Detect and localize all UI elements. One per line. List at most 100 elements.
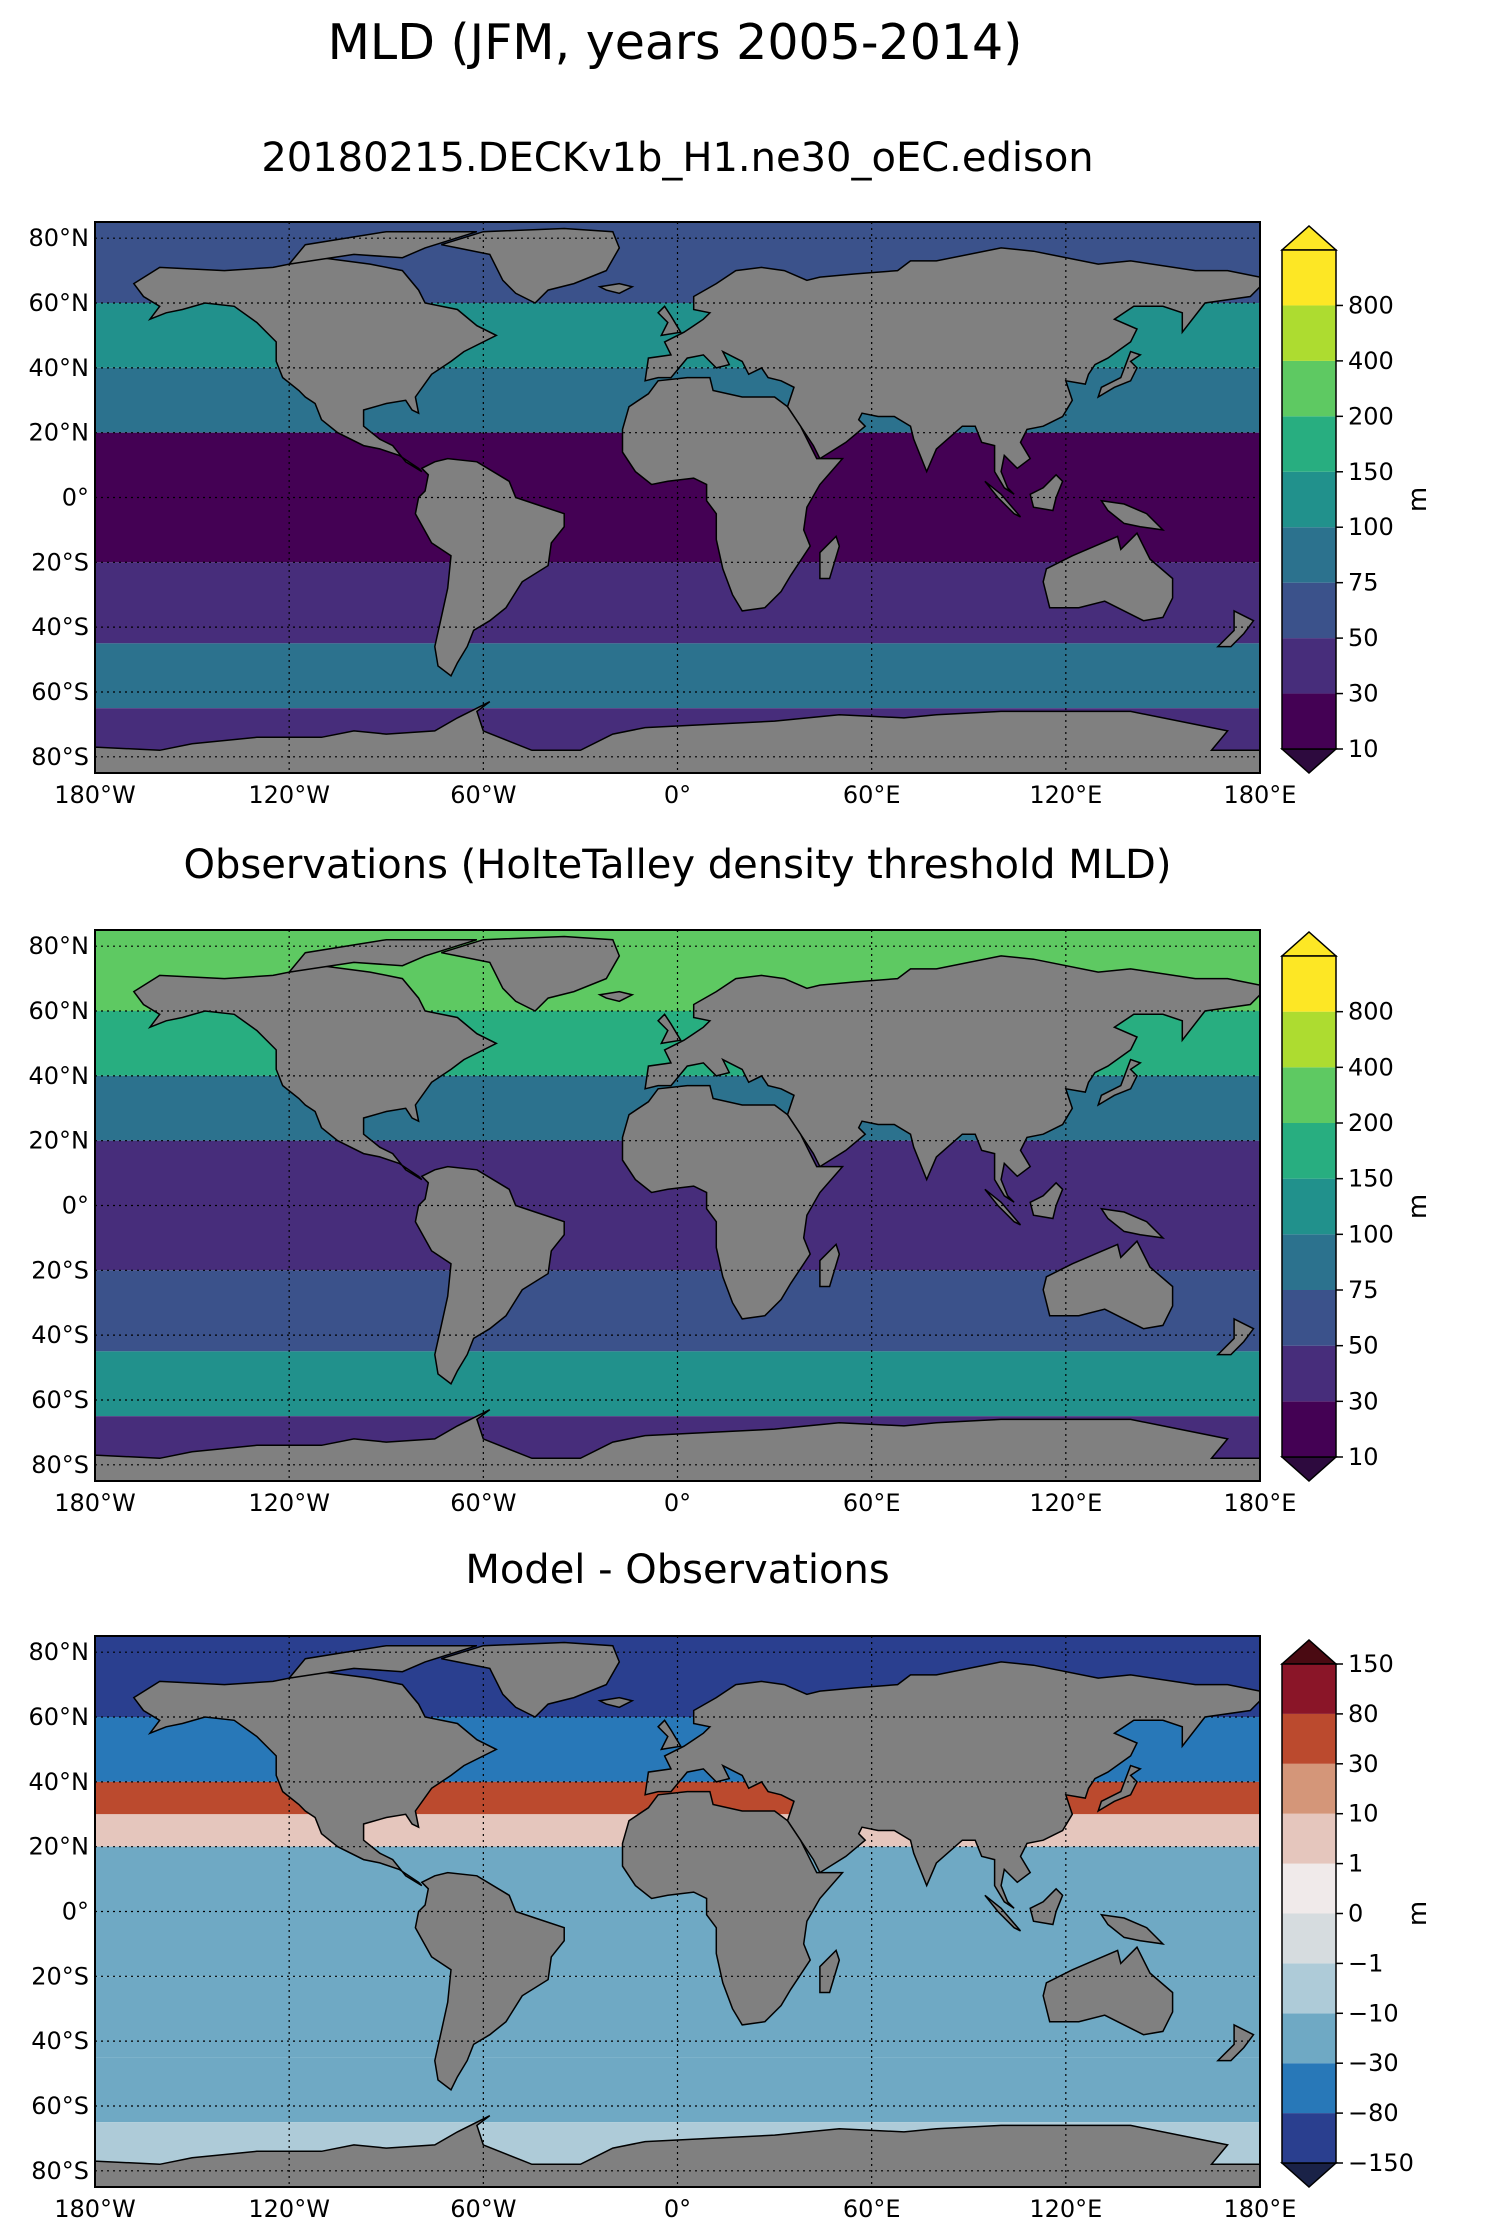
map-area: [95, 1636, 1260, 2187]
y-tick-label: 60°N: [29, 1703, 90, 1731]
x-tick-label: 180°E: [1224, 2195, 1297, 2223]
colorbar-swatch: [1282, 956, 1336, 1012]
x-tick-label: 120°E: [1029, 1489, 1102, 1517]
antarctica-landmass: [95, 2115, 1260, 2187]
panel-2-title: Observations (HolteTalley density thresh…: [183, 842, 1172, 888]
x-tick-label: 180°W: [54, 2195, 136, 2223]
colorbar-tick-label: 10: [1348, 735, 1379, 763]
iceland-landmass: [597, 1696, 635, 1709]
colorbar-swatch: [1282, 527, 1336, 583]
japan-landmass: [1096, 1058, 1142, 1107]
y-tick-label: 0°: [62, 1898, 89, 1926]
colorbar-tick-label: −150: [1348, 2149, 1414, 2177]
madagascar-landmass: [819, 1243, 841, 1288]
colorbar-swatch: [1282, 250, 1336, 306]
greenland-landmass: [441, 1641, 621, 1718]
south-america-landmass: [414, 457, 565, 677]
colorbar-tick-label: −10: [1348, 1999, 1399, 2027]
colorbar-tick-label: 50: [1348, 1332, 1379, 1360]
japan-landmass: [1096, 1764, 1142, 1813]
y-tick-label: 60°N: [29, 997, 90, 1025]
colorbar-label: m: [1403, 487, 1433, 512]
britain-landmass: [657, 1719, 682, 1751]
antarctica-landmass: [95, 1409, 1260, 1481]
panel-1-title: 20180215.DECKv1b_H1.ne30_oEC.edison: [261, 135, 1094, 181]
colorbar-tick-label: 100: [1348, 1220, 1394, 1248]
y-tick-label: 20°N: [29, 1833, 90, 1861]
colorbar-swatch: [1282, 1123, 1336, 1179]
y-tick-label: 20°S: [31, 548, 89, 576]
map-panel-1: 180°W 120°W 60°W 0° 60°E 120°E 180°E 80°N 60°N 40…: [29, 221, 1433, 809]
colorbar-swatch: [1282, 1713, 1336, 1764]
africa-landmass: [621, 1790, 845, 2026]
y-tick-label: 60°N: [29, 289, 90, 317]
colorbar-swatch: [1282, 1178, 1336, 1235]
colorbar-tick-label: 10: [1348, 1443, 1379, 1471]
y-tick-label: 40°N: [29, 354, 90, 382]
britain-landmass: [657, 1013, 682, 1045]
north-america-landmass: [132, 964, 498, 1181]
britain-landmass: [657, 305, 682, 337]
colorbar-tick-label: 50: [1348, 624, 1379, 652]
colorbar-tick-label: −1: [1348, 1949, 1383, 1977]
colorbar-swatch: [1282, 416, 1336, 472]
map-frame: [94, 1635, 1261, 2188]
australia-landmass: [1042, 531, 1174, 622]
y-tick-label: 40°S: [31, 2027, 89, 2055]
colorbar-swatch: [1282, 1067, 1336, 1123]
y-tick-label: 60°S: [31, 1386, 89, 1414]
x-tick-label: 60°W: [450, 781, 516, 809]
new-zealand-landmass: [1216, 2023, 1255, 2062]
colorbar-tick-label: 10: [1348, 1800, 1379, 1828]
greenland-landmass: [441, 227, 621, 304]
colorbar-extend-max: [1280, 224, 1338, 251]
sumatra-landmass: [984, 480, 1022, 518]
x-tick-label: 0°: [664, 781, 691, 809]
map-panel-2: 180°W 120°W 60°W 0° 60°E 120°E 180°E 80°N 60°N 40…: [29, 929, 1433, 1517]
colorbar-swatch: [1282, 1813, 1336, 1864]
sumatra-landmass: [984, 1894, 1022, 1932]
panel-3-title: Model - Observations: [465, 1547, 890, 1593]
y-tick-label: 60°S: [31, 2092, 89, 2120]
colorbar-swatch: [1282, 1913, 1336, 1964]
new-zealand-landmass: [1216, 609, 1255, 648]
sumatra-landmass: [984, 1188, 1022, 1226]
colorbar-swatch: [1282, 1011, 1336, 1068]
colorbar-tick-label: 800: [1348, 291, 1394, 319]
colorbar-tick-label: 80: [1348, 1700, 1379, 1728]
y-tick-label: 0°: [62, 1192, 89, 1220]
y-tick-label: 20°S: [31, 1256, 89, 1284]
map-frame: [94, 929, 1261, 1482]
map-frame: [94, 221, 1261, 774]
colorbar-tick-label: 400: [1348, 1053, 1394, 1081]
colorbar-swatch: [1282, 1401, 1336, 1457]
colorbar-extend-min: [1280, 1456, 1338, 1483]
x-tick-label: 60°E: [843, 1489, 901, 1517]
colorbar-swatch: [1282, 2113, 1336, 2163]
colorbar-swatch: [1282, 1963, 1336, 2014]
colorbar-label: m: [1403, 1901, 1433, 1926]
south-america-landmass: [414, 1871, 565, 2091]
y-tick-label: 80°N: [29, 932, 90, 960]
y-tick-label: 40°S: [31, 1321, 89, 1349]
north-america-landmass: [132, 256, 498, 473]
colorbar-swatch: [1282, 1234, 1336, 1290]
colorbar-tick-label: 400: [1348, 347, 1394, 375]
x-tick-label: 0°: [664, 2195, 691, 2223]
colorbar-frame: [1281, 249, 1337, 750]
colorbar-tick-label: 30: [1348, 1387, 1379, 1415]
colorbar-tick-label: 200: [1348, 1109, 1394, 1137]
x-tick-label: 180°W: [54, 781, 136, 809]
colorbar-swatch: [1282, 2063, 1336, 2114]
colorbar-tick-label: 800: [1348, 998, 1394, 1026]
colorbar-swatch: [1282, 1664, 1336, 1714]
y-tick-label: 40°N: [29, 1062, 90, 1090]
australia-landmass: [1042, 1945, 1174, 2036]
y-tick-label: 80°S: [31, 743, 89, 771]
south-america-landmass: [414, 1165, 565, 1385]
colorbar-tick-label: 150: [1348, 1650, 1394, 1678]
colorbar-tick-label: −80: [1348, 2099, 1399, 2127]
colorbar-extend-max: [1280, 930, 1338, 957]
